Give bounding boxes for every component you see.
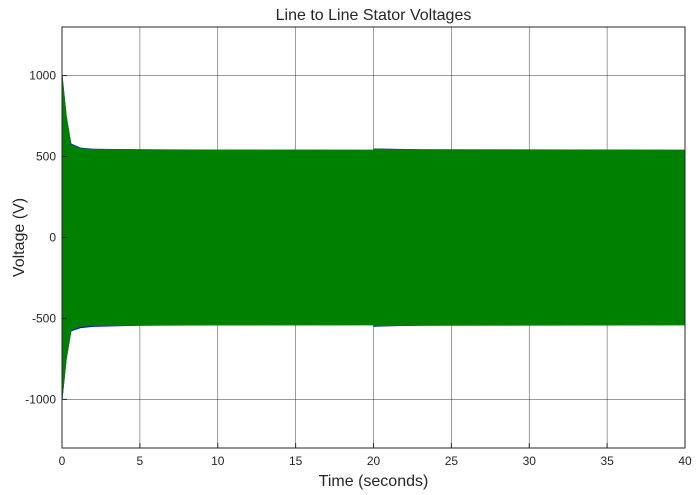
x-tick-label: 25 — [445, 454, 459, 468]
x-tick-label: 35 — [600, 454, 614, 468]
x-tick-label: 15 — [289, 454, 303, 468]
x-tick-label: 20 — [367, 454, 381, 468]
y-tick-label: -500 — [32, 311, 56, 325]
x-tick-label: 30 — [523, 454, 537, 468]
x-tick-label: 40 — [678, 454, 692, 468]
y-tick-label: -1000 — [25, 392, 56, 406]
chart-title: Line to Line Stator Voltages — [276, 7, 472, 24]
y-tick-label: 500 — [36, 150, 56, 164]
series-2-band — [62, 70, 685, 405]
y-axis-label: Voltage (V) — [11, 198, 28, 277]
x-tick-label: 5 — [137, 454, 144, 468]
x-tick-label: 10 — [211, 454, 225, 468]
y-tick-label: 0 — [49, 231, 56, 245]
x-ticks: 0 5 10 15 20 25 30 35 40 — [59, 443, 692, 468]
y-ticks: -1000 -500 0 500 1000 — [25, 69, 67, 406]
y-tick-label: 1000 — [29, 69, 56, 83]
x-axis-label: Time (seconds) — [319, 473, 429, 490]
x-tick-label: 0 — [59, 454, 66, 468]
series-layer — [62, 70, 685, 405]
